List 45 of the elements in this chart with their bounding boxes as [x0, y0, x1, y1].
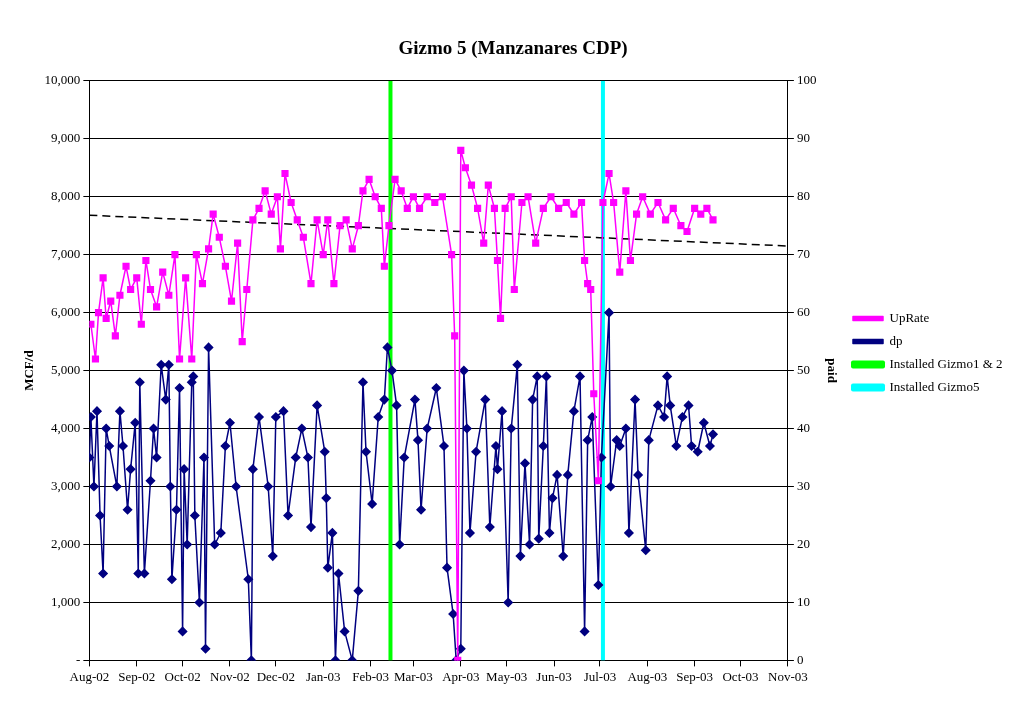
y-tick-label: 2,000	[51, 535, 81, 551]
x-tick-label: Sep-03	[676, 668, 714, 684]
y2-tick-label: 40	[796, 419, 810, 435]
x-tick-label: Nov-03	[768, 668, 808, 684]
y-tick-label: 1,000	[51, 593, 81, 609]
legend-label: Installed Gizmo1 & 2	[889, 355, 1003, 371]
x-tick-label: Mar-03	[394, 668, 433, 684]
y-tick-label: 10,000	[44, 72, 81, 88]
y-tick-label: 4,000	[51, 419, 81, 435]
x-tick-label: Nov-02	[210, 668, 250, 684]
y2-tick-label: 50	[796, 362, 810, 378]
y2-tick-label: 80	[796, 188, 810, 204]
y-tick-label: 6,000	[51, 304, 81, 320]
y-tick-label: 5,000	[51, 362, 81, 378]
x-tick-label: May-03	[486, 668, 528, 684]
x-tick-label: Sep-02	[118, 668, 156, 684]
x-tick-label: Feb-03	[352, 668, 390, 684]
y-axis-title: MCF/d	[21, 349, 37, 391]
y-tick-label: 8,000	[51, 188, 81, 204]
y2-tick-label: 70	[796, 246, 810, 262]
chart-title: Gizmo 5 (Manzanares CDP)	[398, 37, 628, 60]
x-tick-label: Apr-03	[442, 668, 480, 684]
y-tick-label: -	[76, 651, 81, 667]
x-tick-label: Dec-02	[256, 668, 295, 684]
legend-label: Installed Gizmo5	[889, 378, 980, 394]
y2-tick-label: 0	[796, 651, 804, 667]
y2-tick-label: 60	[796, 304, 810, 320]
y-tick-label: 9,000	[51, 130, 81, 146]
y2-tick-label: 30	[796, 477, 810, 493]
x-tick-label: Jun-03	[536, 668, 572, 684]
x-tick-label: Aug-02	[69, 668, 110, 684]
y-tick-label: 3,000	[51, 477, 81, 493]
y2-tick-label: 100	[796, 72, 817, 88]
y2-tick-label: 10	[796, 593, 810, 609]
y2-tick-label: 20	[796, 535, 810, 551]
x-tick-label: Jul-03	[583, 668, 617, 684]
y2-axis-title: paid	[824, 358, 840, 384]
y2-tick-label: 90	[796, 130, 810, 146]
x-tick-label: Oct-02	[164, 668, 201, 684]
legend-label: UpRate	[889, 309, 930, 325]
x-tick-label: Jan-03	[305, 668, 341, 684]
y-tick-label: 7,000	[51, 246, 81, 262]
x-tick-label: Aug-03	[627, 668, 668, 684]
x-tick-label: Oct-03	[722, 668, 759, 684]
legend-label: dp	[889, 332, 903, 348]
